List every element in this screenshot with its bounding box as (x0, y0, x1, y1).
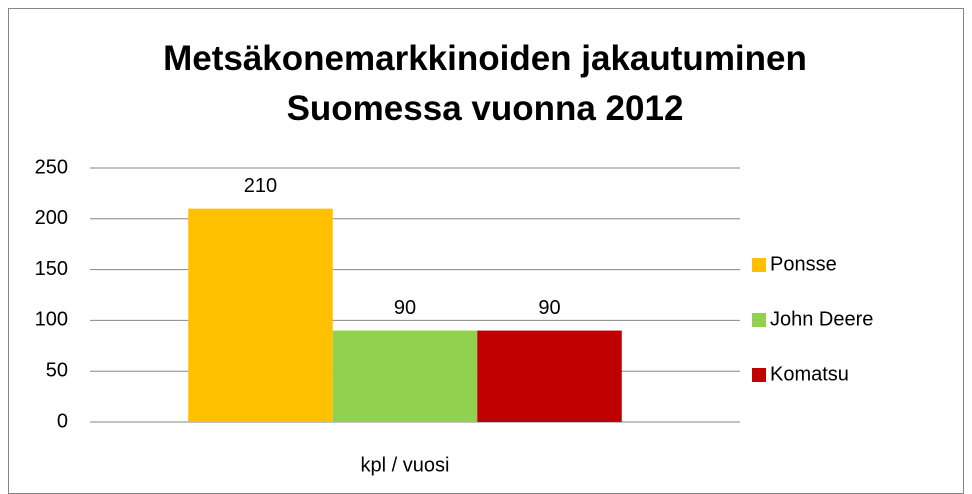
legend-swatch (752, 313, 766, 327)
bar (188, 208, 333, 422)
legend-label: Komatsu (770, 363, 849, 385)
y-tick-label: 150 (35, 258, 68, 280)
y-tick-label: 250 (35, 156, 68, 178)
data-label: 90 (538, 297, 560, 319)
x-tick-label: kpl / vuosi (361, 454, 450, 476)
bar (477, 330, 622, 422)
legend-swatch (752, 368, 766, 382)
legend-label: John Deere (770, 308, 873, 330)
data-label: 90 (394, 297, 416, 319)
legend-label: Ponsse (770, 253, 837, 275)
chart-title: Metsäkonemarkkinoiden jakautuminen Suome… (163, 39, 807, 128)
y-tick-label: 50 (46, 359, 68, 381)
y-tick-label: 200 (35, 207, 68, 229)
bar (332, 330, 478, 422)
data-label: 210 (244, 175, 277, 197)
y-tick-label: 0 (57, 410, 68, 432)
legend-swatch (752, 258, 766, 272)
y-tick-label: 100 (35, 309, 68, 331)
